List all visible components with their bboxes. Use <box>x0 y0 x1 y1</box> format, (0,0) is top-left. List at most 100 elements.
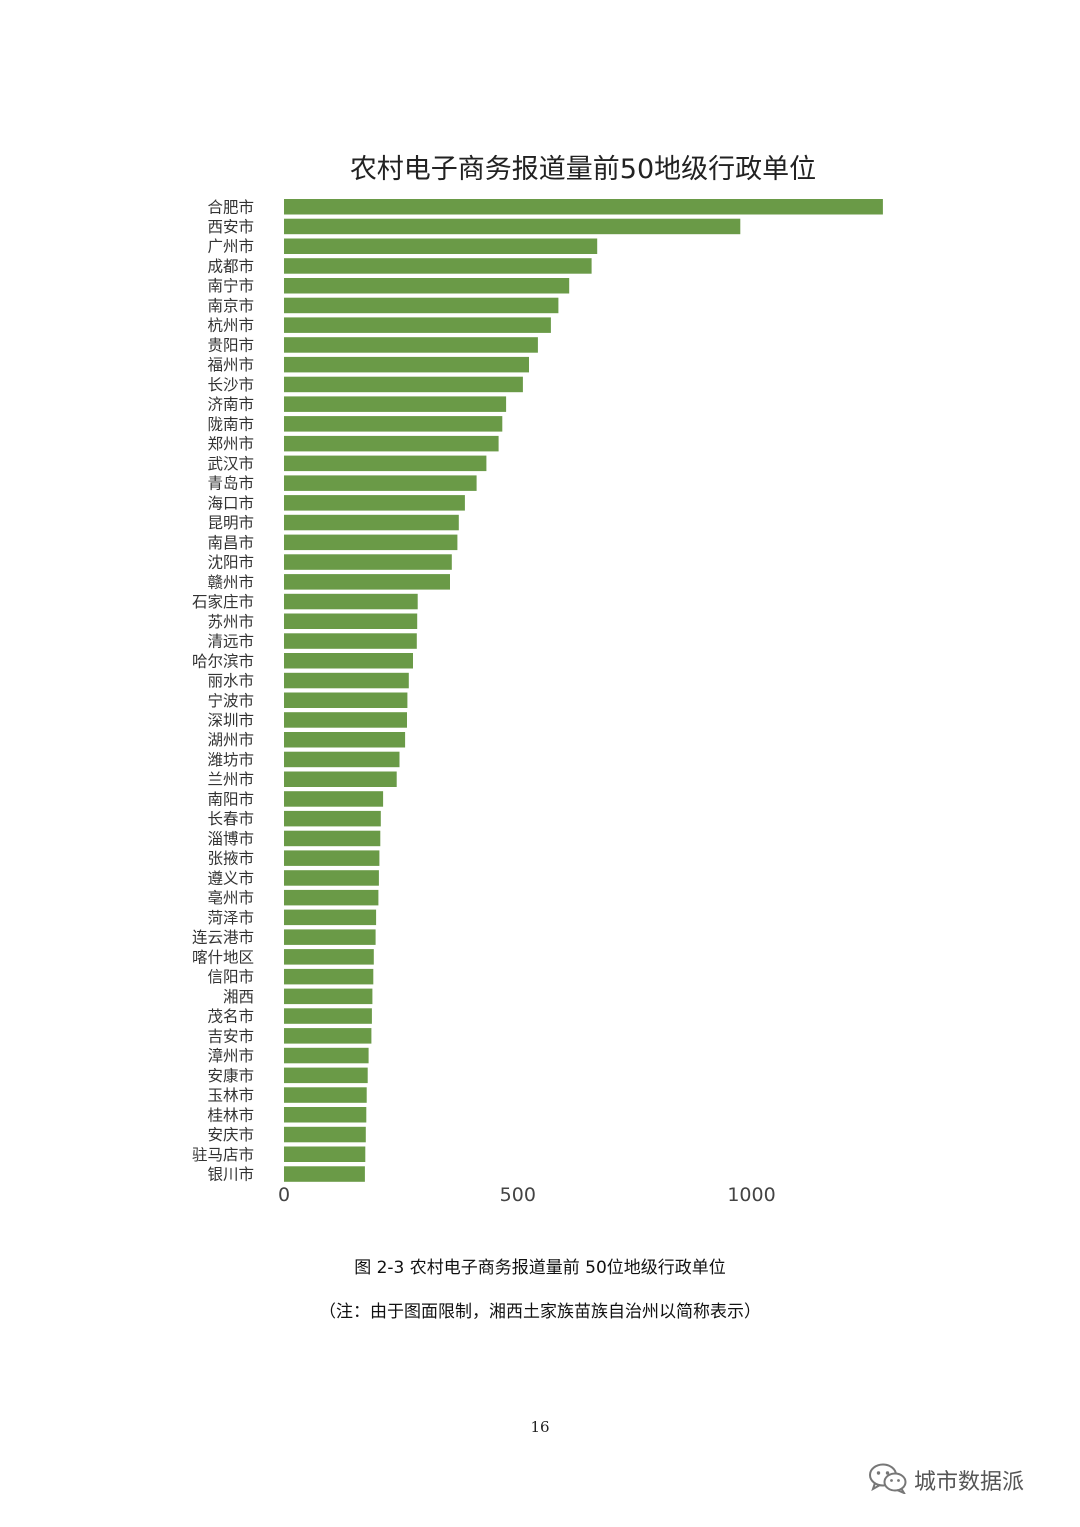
category-label: 漳州市 <box>207 1047 254 1065</box>
category-label: 玉林市 <box>207 1087 254 1105</box>
category-label: 合肥市 <box>207 198 254 216</box>
wechat-icon <box>868 1462 908 1498</box>
category-label: 信阳市 <box>207 968 254 986</box>
bar-20 <box>284 593 418 610</box>
category-label: 贵阳市 <box>207 336 254 354</box>
bar-26 <box>284 712 407 728</box>
bar-31 <box>284 810 381 827</box>
figure-caption: 图 2-3 农村电子商务报道量前 50位地级行政单位 <box>354 1258 726 1278</box>
bar-14 <box>284 475 477 491</box>
bar-33 <box>284 850 380 866</box>
watermark-text: 城市数据派 <box>914 1470 1025 1495</box>
bar-49 <box>284 1166 365 1182</box>
category-labels: 合肥市西安市广州市成都市南宁市南京市杭州市贵阳市福州市长沙市济南市陇南市郑州市武… <box>192 198 254 1183</box>
category-label: 哈尔滨市 <box>192 652 254 670</box>
category-label: 赣州市 <box>207 573 254 591</box>
category-label: 安康市 <box>207 1067 254 1085</box>
category-label: 沈阳市 <box>207 554 254 572</box>
bar-10 <box>284 396 507 412</box>
category-label: 南宁市 <box>207 277 254 295</box>
category-label: 湘西 <box>223 988 254 1006</box>
category-label: 武汉市 <box>207 455 254 473</box>
category-label: 淄博市 <box>207 830 254 848</box>
bar-0 <box>284 199 883 215</box>
bar-36 <box>284 909 377 926</box>
x-axis-ticks: 0 500 1000 <box>278 1184 776 1206</box>
bar-47 <box>284 1126 366 1143</box>
bar-27 <box>284 732 406 748</box>
bar-43 <box>284 1047 369 1064</box>
bar-45 <box>284 1087 367 1103</box>
bar-15 <box>284 495 465 511</box>
bar-41 <box>284 1008 372 1024</box>
category-label: 陇南市 <box>207 415 254 433</box>
category-label: 遵义市 <box>207 869 254 887</box>
bar-3 <box>284 258 592 274</box>
bar-12 <box>284 435 499 452</box>
watermark: 城市数据派 <box>868 1462 1024 1498</box>
bars-layer <box>284 199 883 1182</box>
category-label: 郑州市 <box>207 435 254 453</box>
bar-chart: 农村电子商务报道量前50地级行政单位 合肥市西安市广州市成都市南宁市南京市杭州市… <box>192 154 883 1206</box>
category-label: 成都市 <box>207 258 254 276</box>
category-label: 广州市 <box>207 238 254 256</box>
category-label: 湖州市 <box>207 731 254 749</box>
category-label: 茂名市 <box>207 1008 254 1026</box>
category-label: 喀什地区 <box>192 948 254 966</box>
bar-9 <box>284 376 523 393</box>
bar-21 <box>284 613 418 629</box>
category-label: 安庆市 <box>207 1126 254 1144</box>
category-label: 深圳市 <box>207 712 254 730</box>
bar-17 <box>284 534 458 551</box>
bar-23 <box>284 653 413 669</box>
category-label: 清远市 <box>207 633 254 651</box>
category-label: 石家庄市 <box>192 593 254 611</box>
bar-44 <box>284 1067 368 1084</box>
bar-5 <box>284 297 559 314</box>
bar-4 <box>284 278 570 294</box>
category-label: 福州市 <box>207 356 254 374</box>
category-label: 杭州市 <box>207 317 254 335</box>
category-label: 潍坊市 <box>207 751 254 769</box>
bar-32 <box>284 830 381 847</box>
bar-24 <box>284 672 409 689</box>
bar-39 <box>284 968 374 985</box>
bar-29 <box>284 771 397 787</box>
category-label: 长春市 <box>207 810 254 828</box>
category-label: 苏州市 <box>207 613 254 631</box>
category-label: 南昌市 <box>207 534 254 552</box>
figure-note: （注：由于图面限制，湘西土家族苗族自治州以简称表示） <box>319 1302 761 1322</box>
x-tick-label: 500 <box>500 1184 536 1206</box>
chart-title: 农村电子商务报道量前50地级行政单位 <box>350 154 816 185</box>
bar-25 <box>284 692 408 708</box>
category-label: 驻马店市 <box>192 1146 254 1164</box>
category-label: 长沙市 <box>207 376 254 394</box>
x-tick-label: 0 <box>278 1184 290 1206</box>
bar-46 <box>284 1107 367 1123</box>
bar-13 <box>284 455 487 472</box>
category-label: 菏泽市 <box>207 909 254 927</box>
bar-11 <box>284 416 503 432</box>
category-label: 桂林市 <box>207 1106 254 1124</box>
bar-30 <box>284 791 384 807</box>
bar-16 <box>284 514 459 531</box>
category-label: 银川市 <box>207 1166 254 1184</box>
category-label: 宁波市 <box>207 692 254 710</box>
bar-18 <box>284 554 452 570</box>
x-tick-label: 1000 <box>727 1184 775 1206</box>
category-label: 海口市 <box>207 494 254 512</box>
bar-38 <box>284 949 374 965</box>
bar-48 <box>284 1146 366 1162</box>
bar-28 <box>284 751 400 768</box>
bar-7 <box>284 337 538 353</box>
category-label: 南阳市 <box>207 790 254 808</box>
category-label: 丽水市 <box>207 672 254 690</box>
page-number: 16 <box>530 1418 550 1436</box>
bar-22 <box>284 633 417 649</box>
category-label: 南京市 <box>207 297 254 315</box>
category-label: 吉安市 <box>207 1027 254 1045</box>
bar-8 <box>284 356 529 373</box>
category-label: 昆明市 <box>207 514 254 532</box>
bar-6 <box>284 317 551 333</box>
bar-1 <box>284 218 741 235</box>
